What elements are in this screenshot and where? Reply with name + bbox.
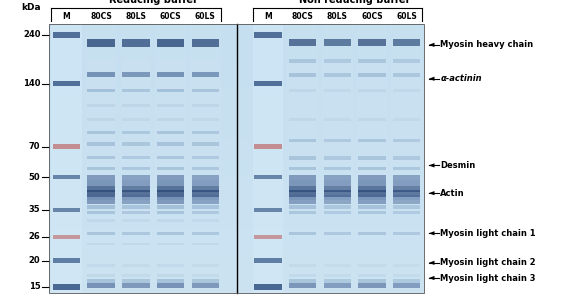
Text: 80CS: 80CS — [90, 12, 112, 21]
Text: Myosin light chain 1: Myosin light chain 1 — [440, 229, 536, 238]
Text: Myosin light chain 2: Myosin light chain 2 — [440, 258, 536, 267]
Text: Myosin light chain 3: Myosin light chain 3 — [440, 274, 536, 282]
Text: 35: 35 — [29, 205, 40, 214]
Text: 60CS: 60CS — [160, 12, 181, 21]
Text: 60LS: 60LS — [195, 12, 216, 21]
Text: M: M — [62, 12, 70, 21]
Text: 70: 70 — [29, 142, 40, 151]
Text: 80LS: 80LS — [125, 12, 147, 21]
Text: 26: 26 — [29, 232, 40, 241]
Text: 50: 50 — [29, 173, 40, 182]
Text: 15: 15 — [29, 282, 40, 291]
Text: kDa: kDa — [21, 3, 40, 12]
Text: 60CS: 60CS — [361, 12, 383, 21]
Text: 80LS: 80LS — [327, 12, 348, 21]
Text: 240: 240 — [23, 31, 40, 39]
Text: Reducing buffer: Reducing buffer — [109, 0, 198, 5]
Text: 80CS: 80CS — [292, 12, 313, 21]
Text: Desmin: Desmin — [440, 161, 475, 170]
Text: 140: 140 — [23, 79, 40, 88]
Text: Non reducing buffer: Non reducing buffer — [299, 0, 410, 5]
Text: 60LS: 60LS — [396, 12, 417, 21]
Text: α-actinin: α-actinin — [440, 74, 482, 83]
Text: Actin: Actin — [440, 189, 465, 198]
Text: M: M — [264, 12, 272, 21]
Text: Myosin heavy chain: Myosin heavy chain — [440, 40, 533, 49]
Text: 20: 20 — [29, 256, 40, 265]
